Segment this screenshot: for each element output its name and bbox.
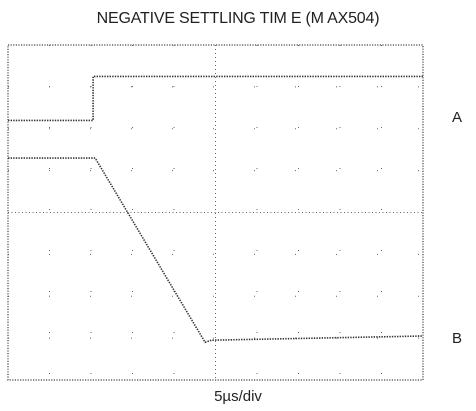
traces (8, 75, 424, 344)
x-axis-label: 5µs/div (214, 388, 262, 405)
trace-a (8, 75, 423, 122)
chart-title: NEGATIVE SETTLING TIM E (M AX504) (96, 10, 380, 27)
series-label-a: A (452, 109, 463, 126)
plot-frame (7, 44, 424, 381)
trace-b (8, 157, 424, 344)
grid (8, 45, 423, 380)
series-label-b: B (452, 330, 463, 347)
